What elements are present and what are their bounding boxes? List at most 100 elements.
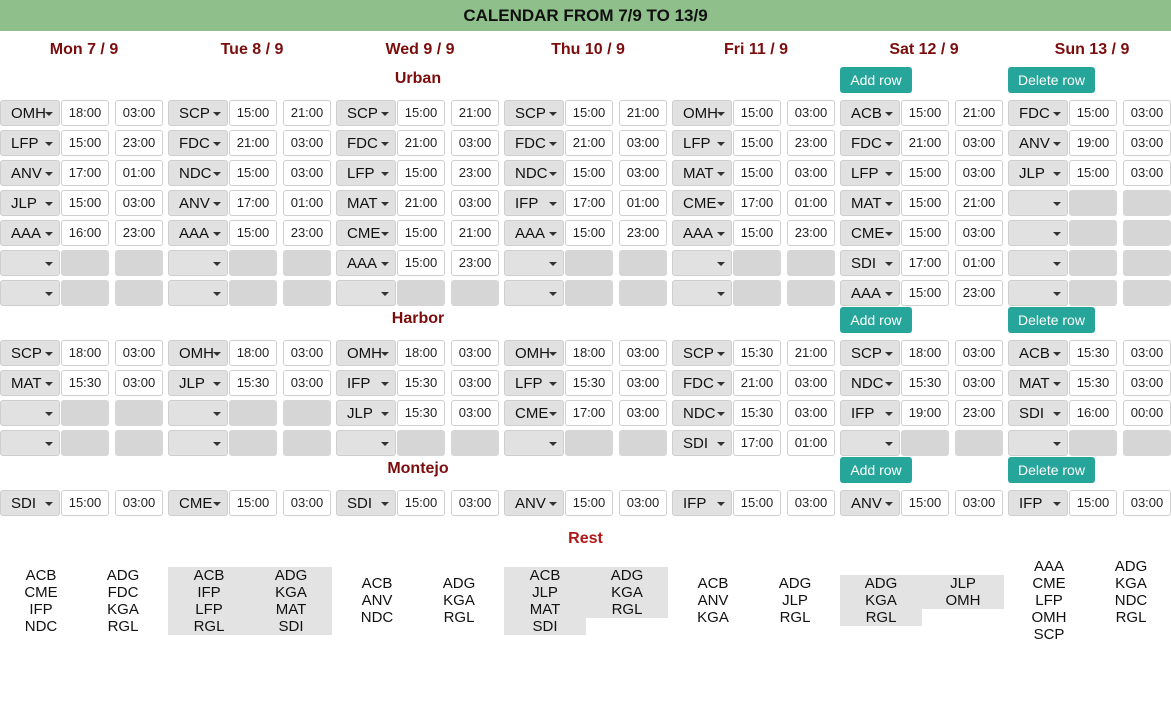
end-time-input[interactable] (1123, 430, 1171, 456)
end-time-input[interactable]: 03:00 (451, 490, 499, 516)
end-time-input[interactable]: 03:00 (115, 190, 163, 216)
employee-select[interactable] (504, 280, 564, 306)
end-time-input[interactable]: 23:00 (115, 220, 163, 246)
employee-select[interactable]: SCP (336, 100, 396, 126)
end-time-input[interactable]: 21:00 (283, 100, 331, 126)
employee-select[interactable]: SCP (672, 340, 732, 366)
start-time-input[interactable] (229, 280, 277, 306)
start-time-input[interactable]: 15:30 (229, 370, 277, 396)
employee-select[interactable]: OMH (0, 100, 60, 126)
end-time-input[interactable]: 23:00 (619, 220, 667, 246)
end-time-input[interactable]: 23:00 (451, 160, 499, 186)
employee-select[interactable]: FDC (168, 130, 228, 156)
employee-select[interactable]: CME (840, 220, 900, 246)
start-time-input[interactable]: 15:00 (733, 490, 781, 516)
start-time-input[interactable]: 17:00 (61, 160, 109, 186)
end-time-input[interactable]: 03:00 (955, 340, 1003, 366)
employee-select[interactable]: SCP (840, 340, 900, 366)
end-time-input[interactable]: 03:00 (619, 400, 667, 426)
end-time-input[interactable]: 03:00 (955, 160, 1003, 186)
start-time-input[interactable] (397, 280, 445, 306)
end-time-input[interactable]: 03:00 (787, 160, 835, 186)
employee-select[interactable]: AAA (504, 220, 564, 246)
end-time-input[interactable]: 23:00 (955, 280, 1003, 306)
end-time-input[interactable]: 21:00 (451, 220, 499, 246)
end-time-input[interactable] (1123, 220, 1171, 246)
delete-row-button[interactable]: Delete row (1008, 307, 1095, 333)
start-time-input[interactable]: 15:00 (565, 100, 613, 126)
delete-row-button[interactable]: Delete row (1008, 67, 1095, 93)
end-time-input[interactable]: 21:00 (955, 100, 1003, 126)
employee-select[interactable]: LFP (840, 160, 900, 186)
end-time-input[interactable]: 01:00 (619, 190, 667, 216)
start-time-input[interactable]: 15:00 (901, 280, 949, 306)
end-time-input[interactable]: 03:00 (1123, 490, 1171, 516)
start-time-input[interactable]: 18:00 (397, 340, 445, 366)
start-time-input[interactable] (229, 400, 277, 426)
employee-select[interactable] (0, 430, 60, 456)
start-time-input[interactable]: 18:00 (565, 340, 613, 366)
end-time-input[interactable]: 01:00 (283, 190, 331, 216)
employee-select[interactable]: CME (336, 220, 396, 246)
employee-select[interactable]: SDI (672, 430, 732, 456)
start-time-input[interactable]: 15:00 (733, 220, 781, 246)
end-time-input[interactable]: 03:00 (451, 190, 499, 216)
start-time-input[interactable] (1069, 190, 1117, 216)
end-time-input[interactable] (283, 280, 331, 306)
employee-select[interactable]: FDC (504, 130, 564, 156)
start-time-input[interactable]: 15:30 (397, 400, 445, 426)
end-time-input[interactable]: 03:00 (1123, 130, 1171, 156)
end-time-input[interactable]: 03:00 (1123, 340, 1171, 366)
employee-select[interactable] (0, 400, 60, 426)
start-time-input[interactable] (1069, 280, 1117, 306)
start-time-input[interactable]: 21:00 (901, 130, 949, 156)
employee-select[interactable] (504, 430, 564, 456)
start-time-input[interactable]: 17:00 (733, 190, 781, 216)
start-time-input[interactable]: 15:00 (565, 220, 613, 246)
end-time-input[interactable]: 03:00 (1123, 100, 1171, 126)
end-time-input[interactable]: 21:00 (451, 100, 499, 126)
start-time-input[interactable]: 15:30 (901, 370, 949, 396)
end-time-input[interactable]: 03:00 (283, 340, 331, 366)
end-time-input[interactable]: 03:00 (115, 340, 163, 366)
end-time-input[interactable]: 03:00 (787, 400, 835, 426)
employee-select[interactable]: AAA (672, 220, 732, 246)
employee-select[interactable]: OMH (672, 100, 732, 126)
employee-select[interactable]: SDI (1008, 400, 1068, 426)
end-time-input[interactable]: 03:00 (619, 130, 667, 156)
employee-select[interactable] (1008, 250, 1068, 276)
start-time-input[interactable]: 18:00 (229, 340, 277, 366)
employee-select[interactable]: NDC (672, 400, 732, 426)
end-time-input[interactable]: 01:00 (115, 160, 163, 186)
employee-select[interactable] (840, 430, 900, 456)
employee-select[interactable]: AAA (168, 220, 228, 246)
start-time-input[interactable]: 15:00 (901, 100, 949, 126)
employee-select[interactable] (1008, 220, 1068, 246)
employee-select[interactable] (504, 250, 564, 276)
end-time-input[interactable]: 03:00 (619, 370, 667, 396)
end-time-input[interactable]: 03:00 (451, 370, 499, 396)
start-time-input[interactable] (565, 280, 613, 306)
end-time-input[interactable]: 03:00 (955, 490, 1003, 516)
start-time-input[interactable]: 15:00 (733, 100, 781, 126)
start-time-input[interactable]: 15:00 (901, 220, 949, 246)
start-time-input[interactable]: 21:00 (733, 370, 781, 396)
start-time-input[interactable]: 15:00 (901, 490, 949, 516)
employee-select[interactable]: LFP (672, 130, 732, 156)
end-time-input[interactable]: 23:00 (955, 400, 1003, 426)
start-time-input[interactable] (565, 250, 613, 276)
employee-select[interactable]: JLP (168, 370, 228, 396)
employee-select[interactable] (0, 250, 60, 276)
end-time-input[interactable] (787, 280, 835, 306)
start-time-input[interactable] (61, 430, 109, 456)
start-time-input[interactable]: 18:00 (61, 100, 109, 126)
end-time-input[interactable]: 01:00 (787, 190, 835, 216)
end-time-input[interactable] (1123, 280, 1171, 306)
end-time-input[interactable]: 03:00 (1123, 160, 1171, 186)
end-time-input[interactable] (619, 430, 667, 456)
start-time-input[interactable]: 15:00 (229, 490, 277, 516)
employee-select[interactable] (0, 280, 60, 306)
start-time-input[interactable] (733, 280, 781, 306)
employee-select[interactable]: ANV (840, 490, 900, 516)
employee-select[interactable]: SDI (336, 490, 396, 516)
